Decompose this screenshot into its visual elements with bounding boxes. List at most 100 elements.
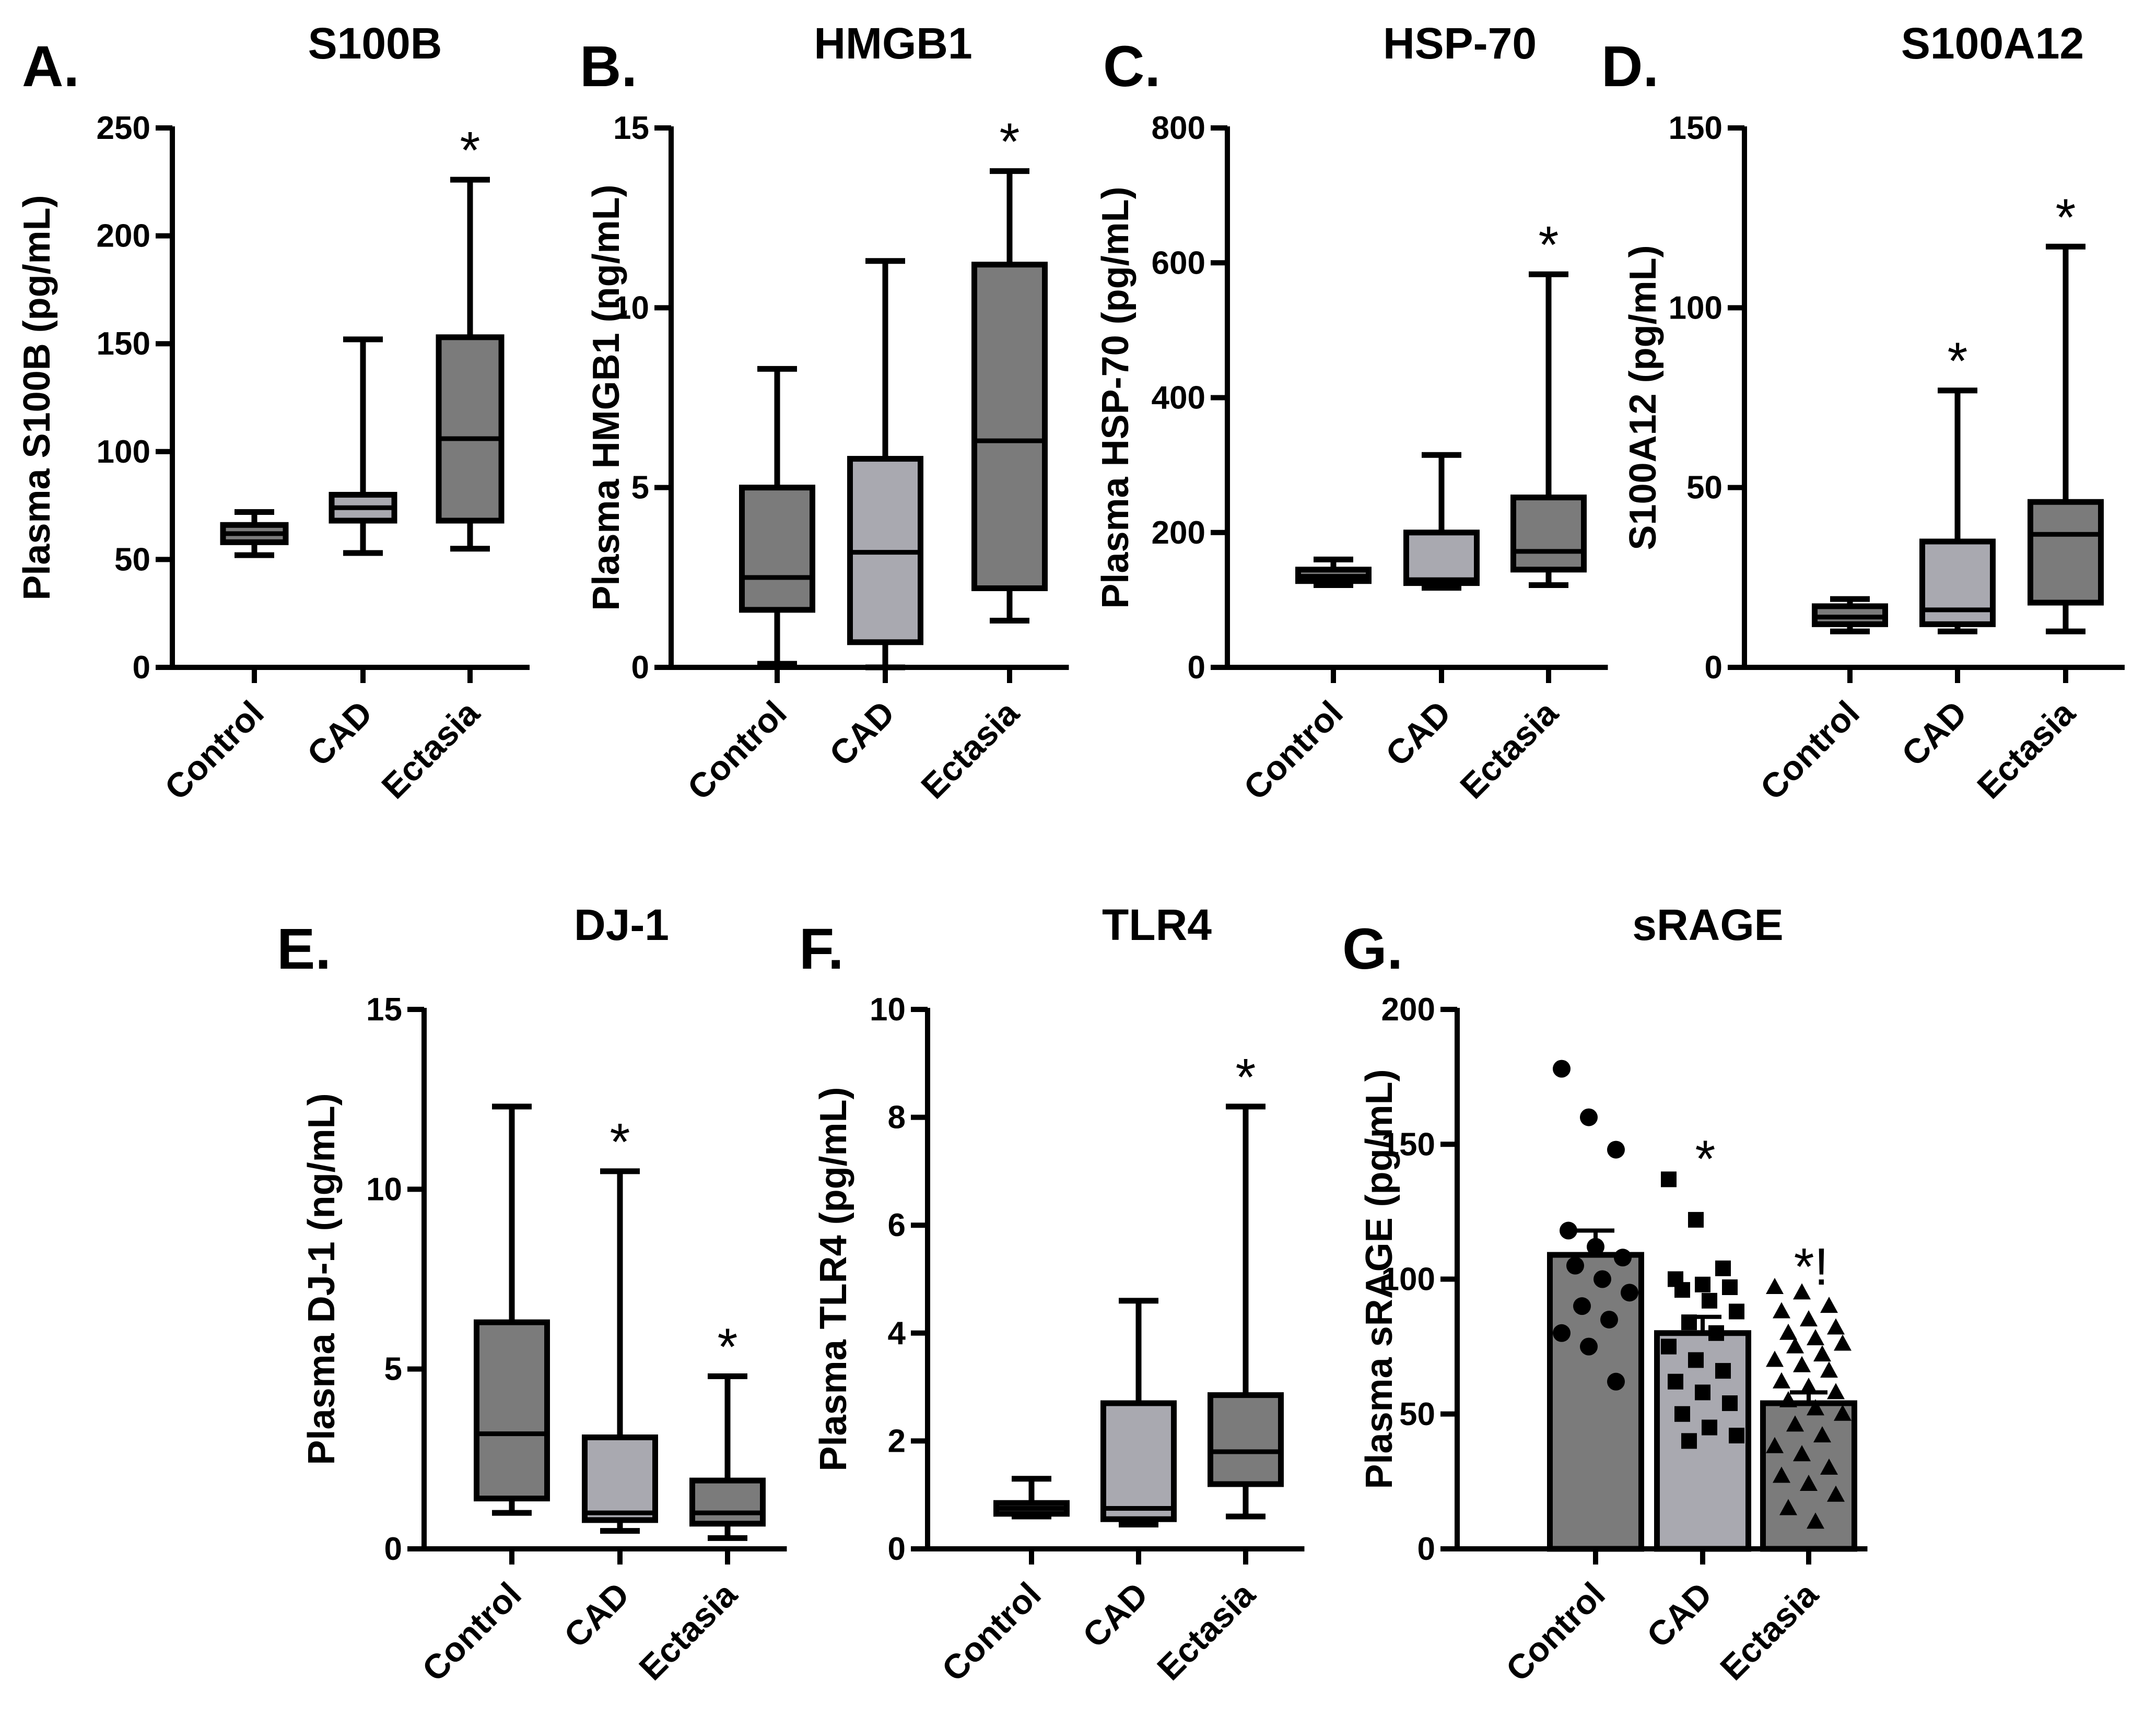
y-tick-label: 6 xyxy=(888,1207,906,1243)
data-point xyxy=(1553,1324,1571,1342)
data-point xyxy=(1621,1284,1638,1302)
box-control xyxy=(1812,596,1888,634)
panel-label: G. xyxy=(1342,917,1403,981)
box-ectasia: * xyxy=(436,121,505,552)
box-iqr xyxy=(2028,499,2104,606)
box-cad xyxy=(1100,1298,1177,1528)
data-point xyxy=(1827,1383,1845,1400)
data-point xyxy=(1793,1356,1811,1372)
data-point xyxy=(1607,1372,1625,1391)
significance-marker: * xyxy=(460,121,481,180)
data-point xyxy=(1729,1428,1744,1444)
box-iqr xyxy=(582,1434,658,1523)
y-tick-label: 50 xyxy=(1686,470,1723,506)
data-point xyxy=(1580,1337,1598,1356)
data-point xyxy=(1779,1499,1797,1515)
data-point xyxy=(1661,1171,1677,1187)
data-point xyxy=(1715,1363,1731,1379)
y-axis-label: Plasma DJ-1 (ng/mL) xyxy=(301,1093,343,1465)
chart-title: S100B xyxy=(308,19,442,68)
box-control xyxy=(1295,556,1372,588)
y-tick-label: 800 xyxy=(1152,110,1205,146)
y-tick-label: 100 xyxy=(97,434,150,470)
data-point xyxy=(1600,1310,1618,1328)
y-tick-label: 10 xyxy=(613,290,649,326)
y-tick-label: 200 xyxy=(97,218,150,254)
panel-label: E. xyxy=(277,917,331,981)
data-point xyxy=(1766,1350,1784,1367)
data-point xyxy=(1674,1282,1690,1298)
y-tick-label: 8 xyxy=(888,1100,906,1136)
box-cad xyxy=(847,258,923,671)
significance-marker: * xyxy=(2056,188,2076,246)
data-point xyxy=(1702,1292,1717,1309)
data-point xyxy=(1560,1221,1577,1240)
panel-label: A. xyxy=(22,34,79,99)
box-iqr xyxy=(739,485,815,613)
data-point xyxy=(1820,1459,1838,1475)
data-point xyxy=(1715,1260,1731,1276)
y-tick-label: 4 xyxy=(888,1315,906,1351)
panel-label: B. xyxy=(580,34,637,99)
significance-marker: * xyxy=(1236,1048,1256,1107)
bar-cad: * xyxy=(1654,1130,1751,1552)
chart-title: sRAGE xyxy=(1632,900,1783,949)
box-iqr xyxy=(1403,530,1480,586)
significance-marker: * xyxy=(1539,216,1559,274)
y-axis-label: Plasma S100B (pg/mL) xyxy=(16,195,58,600)
data-point xyxy=(1779,1391,1797,1407)
data-point xyxy=(1820,1361,1838,1378)
box-control xyxy=(993,1476,1070,1520)
y-tick-label: 200 xyxy=(1381,992,1435,1028)
box-cad: * xyxy=(1919,332,1996,634)
data-point xyxy=(1708,1325,1724,1341)
box-cad: * xyxy=(582,1113,658,1534)
box-iqr xyxy=(971,262,1048,591)
y-tick-label: 2 xyxy=(888,1423,906,1459)
data-point xyxy=(1614,1249,1632,1267)
data-point xyxy=(1607,1140,1625,1159)
data-point xyxy=(1702,1419,1717,1436)
data-point xyxy=(1668,1373,1683,1390)
y-tick-label: 400 xyxy=(1152,380,1205,416)
significance-marker: *! xyxy=(1794,1238,1829,1296)
box-iqr xyxy=(1208,1392,1284,1487)
data-point xyxy=(1834,1334,1852,1351)
y-tick-label: 100 xyxy=(1669,290,1723,326)
significance-marker: * xyxy=(610,1113,630,1171)
box-iqr xyxy=(1100,1400,1177,1522)
y-tick-label: 150 xyxy=(1669,110,1723,146)
y-tick-label: 50 xyxy=(114,542,150,578)
data-point xyxy=(1773,1302,1790,1319)
data-point xyxy=(1553,1060,1571,1078)
box-cad xyxy=(329,336,397,556)
y-tick-label: 0 xyxy=(133,650,150,686)
data-point xyxy=(1766,1437,1784,1453)
data-point xyxy=(1800,1475,1818,1491)
y-tick-label: 200 xyxy=(1152,515,1205,551)
data-point xyxy=(1813,1345,1831,1362)
chart-title: HMGB1 xyxy=(814,19,972,68)
box-cad xyxy=(1403,452,1480,591)
chart-title: HSP-70 xyxy=(1383,19,1537,68)
significance-marker: * xyxy=(1000,113,1020,171)
y-tick-label: 150 xyxy=(97,326,150,362)
y-axis-label: Plasma TLR4 (pg/mL) xyxy=(813,1087,854,1471)
y-tick-label: 0 xyxy=(888,1531,906,1567)
y-tick-label: 0 xyxy=(1705,650,1723,686)
data-point xyxy=(1580,1108,1598,1126)
box-ectasia: * xyxy=(2028,188,2104,634)
box-control xyxy=(220,509,289,558)
data-point xyxy=(1807,1399,1824,1416)
y-tick-label: 10 xyxy=(870,992,906,1028)
data-point xyxy=(1681,1433,1697,1449)
data-point xyxy=(1779,1323,1797,1340)
data-point xyxy=(1587,1238,1604,1256)
box-control xyxy=(739,366,815,667)
box-iqr xyxy=(689,1477,766,1527)
box-ectasia: * xyxy=(1208,1048,1284,1520)
significance-marker: * xyxy=(718,1318,738,1376)
data-point xyxy=(1800,1378,1818,1394)
